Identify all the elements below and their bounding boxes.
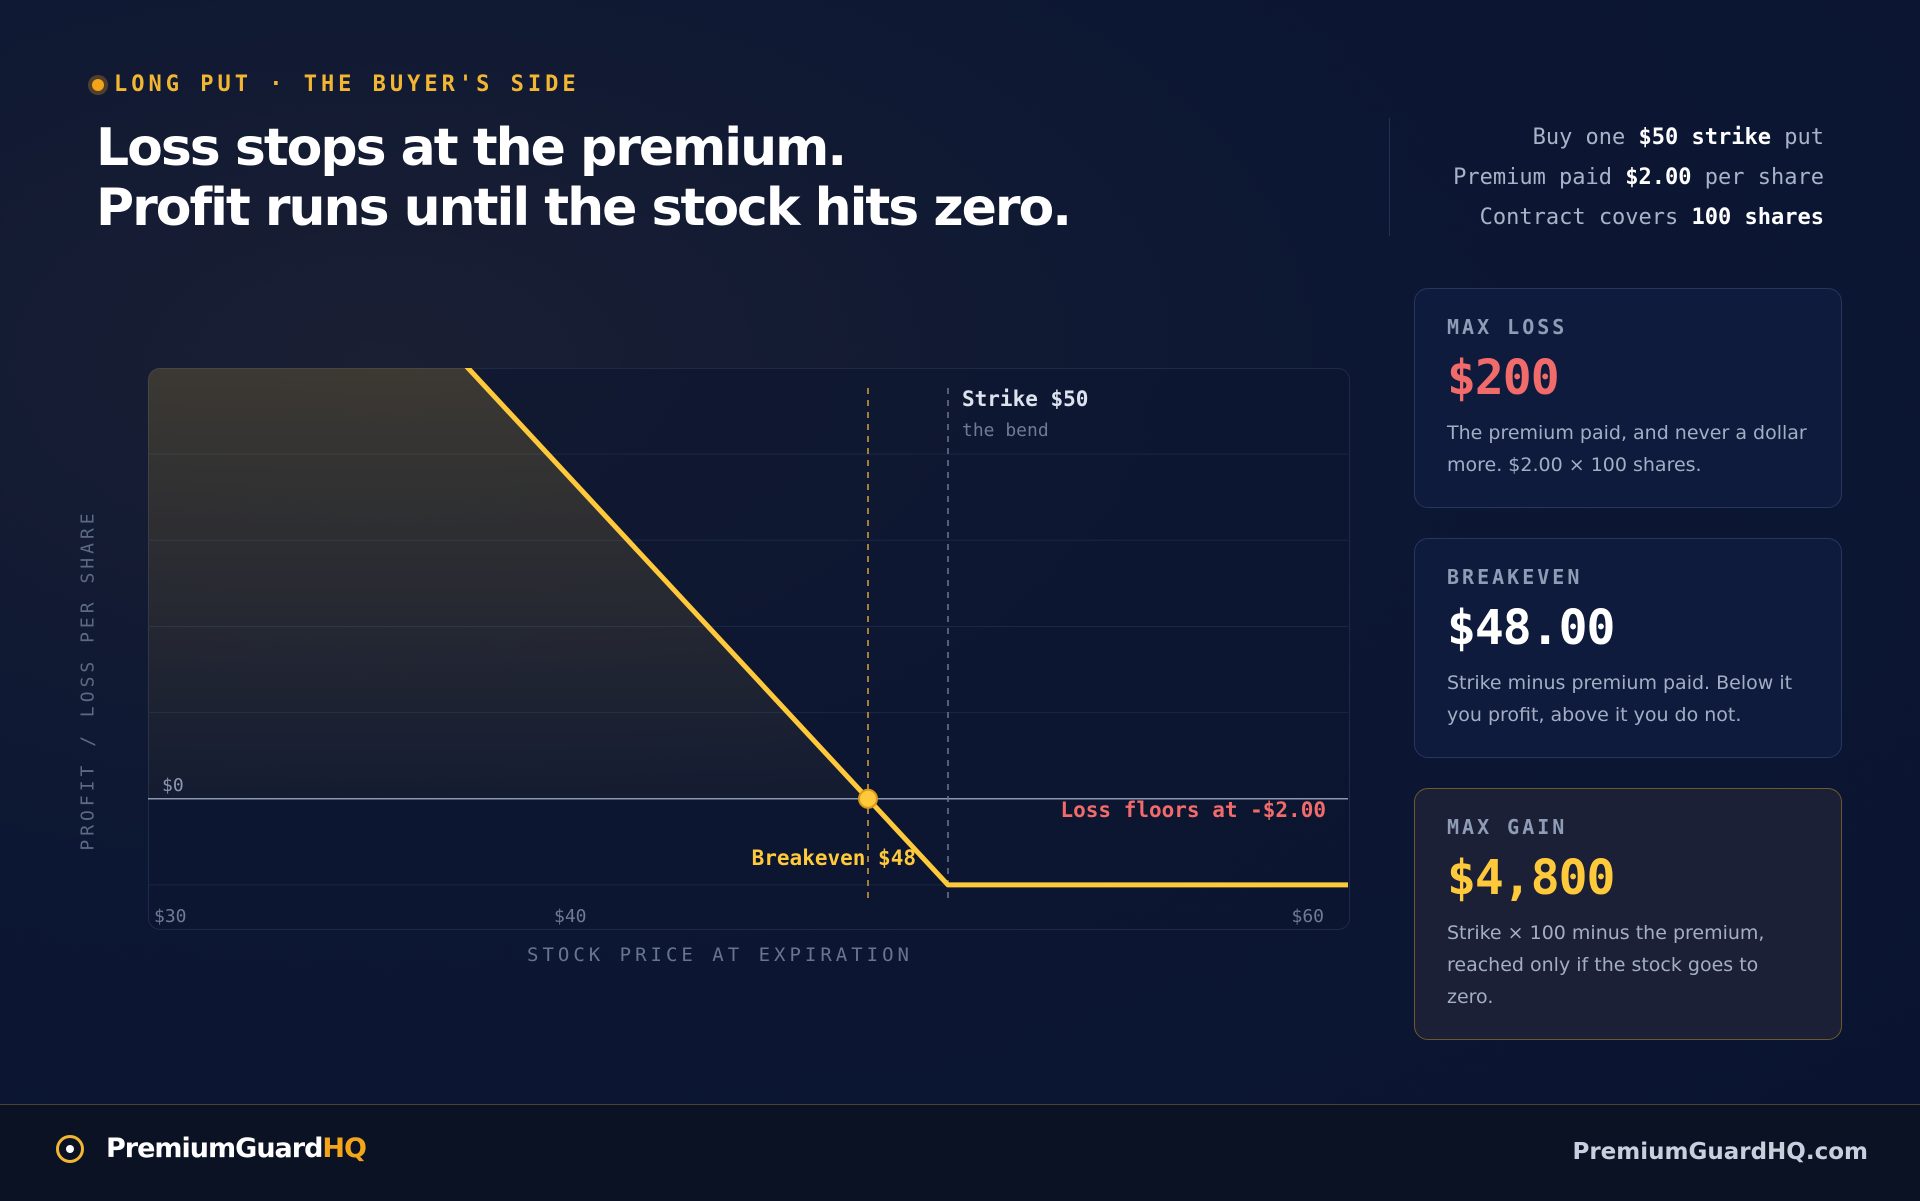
spec-contract-pre: Contract covers xyxy=(1479,205,1679,230)
spec-strike: Buy one $50 strike put xyxy=(1453,118,1824,158)
page-title: Loss stops at the premium. Profit runs u… xyxy=(96,118,1072,238)
max-loss-label: MAX LOSS xyxy=(1447,315,1568,339)
header-divider xyxy=(1389,118,1390,236)
footer: PremiumGuardHQ PremiumGuardHQ.com xyxy=(0,1104,1920,1201)
max-loss-card: MAX LOSS $200 The premium paid, and neve… xyxy=(1414,288,1842,508)
x-tick-label: $30 xyxy=(154,906,187,927)
eyebrow-text: LONG PUT · THE BUYER'S SIDE xyxy=(114,72,580,97)
payoff-line xyxy=(148,368,1348,888)
x-tick-label: $40 xyxy=(554,906,587,927)
max-gain-label: MAX GAIN xyxy=(1447,815,1568,839)
brand-name-main: PremiumGuard xyxy=(106,1133,323,1164)
payoff-chart: $0 Strike $50 the bend Breakeven $48 Los… xyxy=(148,368,1348,927)
breakeven-card-desc: Strike minus premium paid. Below it you … xyxy=(1447,672,1793,726)
target-icon xyxy=(56,1134,84,1163)
spec-contract: Contract covers 100 shares xyxy=(1453,198,1824,238)
x-tick-label: $60 xyxy=(1291,906,1324,927)
breakeven-card-value: $48.00 xyxy=(1447,600,1615,656)
breakeven-card-label: BREAKEVEN xyxy=(1447,565,1583,589)
max-gain-desc: Strike × 100 minus the premium, reached … xyxy=(1447,922,1765,1008)
brand-name: PremiumGuardHQ xyxy=(106,1133,367,1164)
max-gain-value: $4,800 xyxy=(1447,850,1615,906)
brand-name-accent: HQ xyxy=(322,1133,367,1164)
headline-line-2: Profit runs until the stock hits zero. xyxy=(96,178,1072,238)
max-loss-desc: The premium paid, and never a dollar mor… xyxy=(1447,422,1807,476)
trade-specs: Buy one $50 strike put Premium paid $2.0… xyxy=(1453,118,1824,238)
eyebrow-dot-icon xyxy=(92,78,104,91)
max-gain-card: MAX GAIN $4,800 Strike × 100 minus the p… xyxy=(1414,788,1842,1040)
spec-premium-post: per share xyxy=(1704,165,1824,190)
strike-sublabel: the bend xyxy=(962,420,1049,441)
eyebrow: LONG PUT · THE BUYER'S SIDE xyxy=(92,72,580,97)
spec-premium-pre: Premium paid xyxy=(1453,165,1613,190)
breakeven-card: BREAKEVEN $48.00 Strike minus premium pa… xyxy=(1414,538,1842,758)
y-axis-label: PROFIT / LOSS PER SHARE xyxy=(77,509,99,851)
zero-tick-label: $0 xyxy=(162,775,184,796)
spec-contract-value: 100 shares xyxy=(1691,205,1824,230)
spec-premium: Premium paid $2.00 per share xyxy=(1453,158,1824,198)
brand-logo[interactable]: PremiumGuardHQ xyxy=(56,1133,367,1164)
strike-label: Strike $50 xyxy=(962,387,1088,411)
spec-strike-pre: Buy one xyxy=(1532,125,1626,150)
headline-line-1: Loss stops at the premium. xyxy=(96,118,847,178)
website-link[interactable]: PremiumGuardHQ.com xyxy=(1572,1139,1868,1165)
spec-strike-value: $50 strike xyxy=(1638,125,1771,150)
max-loss-value: $200 xyxy=(1447,350,1560,406)
profit-area xyxy=(148,368,868,799)
breakeven-point xyxy=(858,788,878,809)
spec-premium-value: $2.00 xyxy=(1625,165,1692,190)
x-axis-label: STOCK PRICE AT EXPIRATION xyxy=(527,944,913,966)
loss-floor-label: Loss floors at -$2.00 xyxy=(1060,798,1326,822)
spec-strike-post: put xyxy=(1784,125,1824,150)
breakeven-label: Breakeven $48 xyxy=(752,846,916,870)
